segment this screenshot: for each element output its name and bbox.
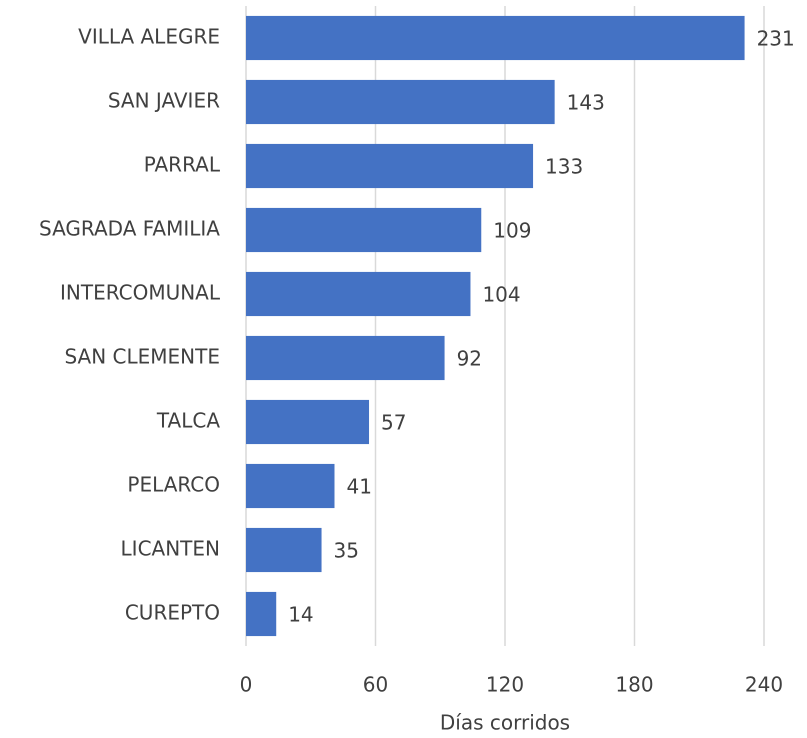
data-label: 231 <box>757 27 795 51</box>
data-label: 35 <box>334 539 359 563</box>
bar <box>246 15 745 61</box>
bar <box>246 463 335 509</box>
bar <box>246 399 370 445</box>
bar <box>246 527 322 573</box>
y-tick-label: LICANTEN <box>121 537 220 561</box>
data-label: 109 <box>493 219 531 243</box>
data-label: 133 <box>545 155 583 179</box>
x-tick-label: 240 <box>745 673 783 697</box>
y-tick-label: SAN JAVIER <box>108 89 220 113</box>
x-axis-label: Días corridos <box>440 711 570 735</box>
bar <box>246 335 445 381</box>
y-tick-label: TALCA <box>156 409 220 433</box>
data-label: 57 <box>381 411 406 435</box>
data-label: 41 <box>346 475 371 499</box>
data-label: 92 <box>457 347 482 371</box>
bar <box>246 143 534 189</box>
y-tick-label: CUREPTO <box>125 601 220 625</box>
bar <box>246 79 555 125</box>
y-tick-label: SAGRADA FAMILIA <box>39 217 220 241</box>
x-tick-label: 120 <box>486 673 524 697</box>
y-tick-label: SAN CLEMENTE <box>64 345 220 369</box>
bar <box>246 207 482 253</box>
x-tick-label: 180 <box>615 673 653 697</box>
data-label: 104 <box>482 283 520 307</box>
x-tick-label: 0 <box>240 673 253 697</box>
data-label: 14 <box>288 603 313 627</box>
y-tick-label: PELARCO <box>127 473 220 497</box>
y-tick-label: VILLA ALEGRE <box>78 25 220 49</box>
bar <box>246 591 277 637</box>
bar <box>246 271 471 317</box>
x-tick-label: 60 <box>363 673 388 697</box>
y-tick-label: INTERCOMUNAL <box>60 281 221 305</box>
data-label: 143 <box>567 91 605 115</box>
y-tick-label: PARRAL <box>144 153 221 177</box>
